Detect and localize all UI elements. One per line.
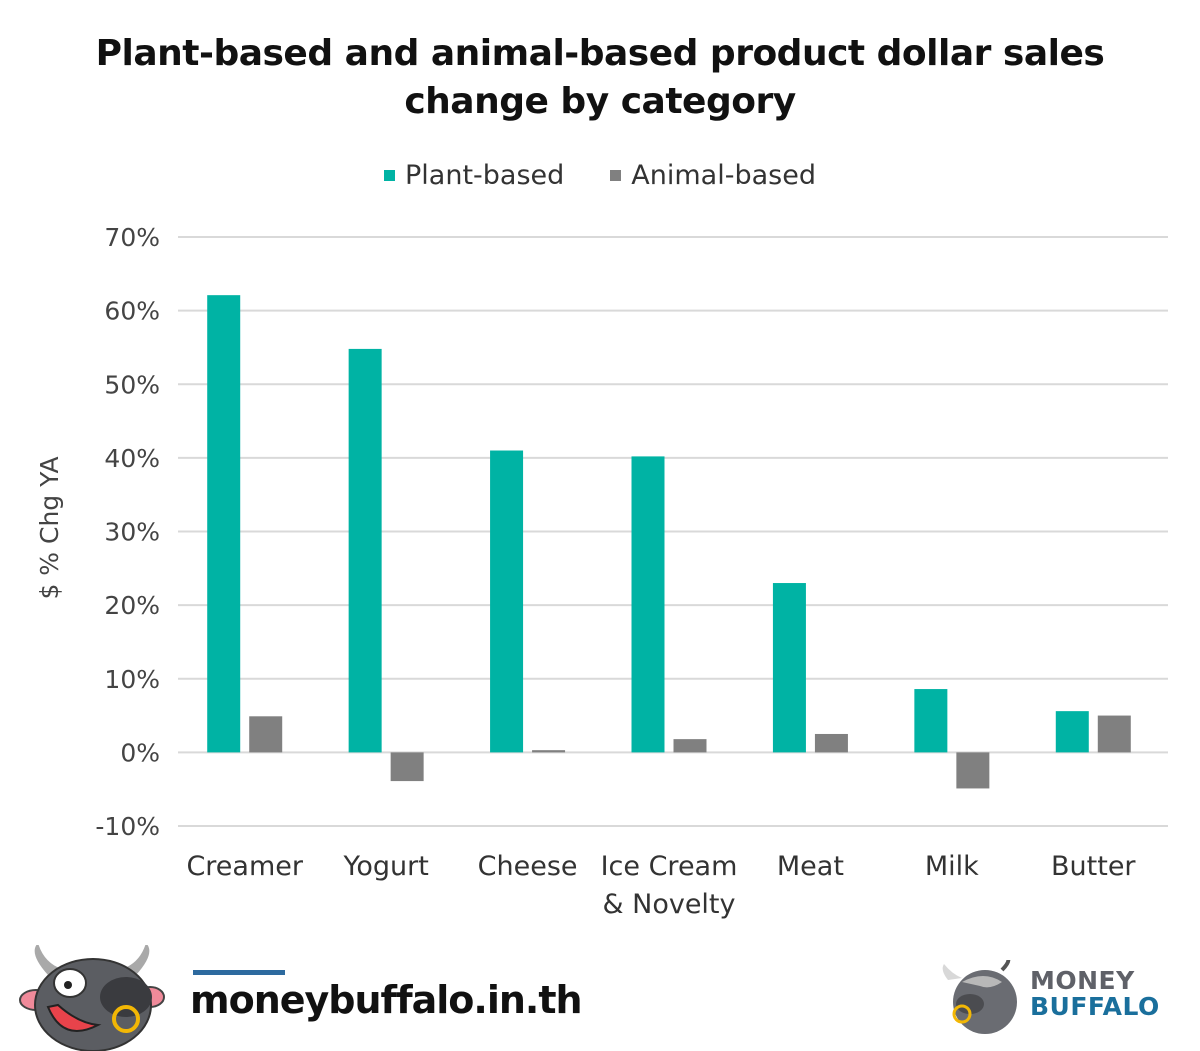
y-tick-labels: 70% 60% 50% 40% 30% 20% 10% 0% -10% [95, 223, 160, 841]
y-tick-label: 0% [120, 738, 160, 767]
x-tick-label: & Novelty [602, 889, 735, 920]
bar-chart: 70% 60% 50% 40% 30% 20% 10% 0% -10% Creamer Yogur… [35, 223, 1168, 920]
x-tick-labels: Creamer Yogurt Cheese Ice Cream & Novelty Mea… [186, 851, 1136, 920]
y-tick-label: 40% [104, 444, 160, 473]
bars [207, 295, 1131, 789]
x-tick-label: Creamer [186, 851, 303, 882]
gridlines [178, 236, 1168, 827]
bar-plant-based-meat [772, 583, 806, 753]
bar-animal-based-yogurt [390, 752, 424, 782]
x-tick-label: Cheese [478, 851, 578, 882]
x-tick-label: Milk [925, 851, 979, 882]
legend: Plant-based Animal-based [0, 160, 1200, 191]
bar-animal-based-milk [956, 752, 990, 789]
y-tick-label: 20% [104, 591, 160, 620]
y-tick-label: -10% [95, 812, 160, 841]
buffalo-mascot-icon [19, 945, 165, 1051]
y-axis-label: $ % Chg YA [35, 456, 64, 599]
legend-label-plant-based: Plant-based [405, 160, 565, 191]
bar-plant-based-butter [1055, 711, 1089, 753]
bar-plant-based-milk [914, 689, 948, 753]
bar-animal-based-creamer [249, 716, 283, 753]
legend-label-animal-based: Animal-based [631, 160, 816, 191]
footer-url[interactable]: moneybuffalo.in.th [190, 978, 583, 1022]
legend-swatch-animal-based [610, 170, 622, 181]
legend-swatch-plant-based [384, 170, 396, 181]
y-tick-label: 10% [104, 665, 160, 694]
x-tick-label: Butter [1051, 851, 1136, 882]
x-tick-label: Meat [777, 851, 844, 882]
bar-animal-based-butter [1097, 715, 1131, 753]
x-tick-label: Ice Cream [601, 851, 738, 882]
y-tick-label: 70% [104, 223, 160, 252]
chart-title-line-1: Plant-based and animal-based product dol… [95, 33, 1105, 74]
bar-plant-based-yogurt [348, 348, 382, 753]
bar-animal-based-cheese [532, 750, 566, 753]
bar-plant-based-creamer [207, 295, 241, 753]
y-tick-label: 30% [104, 518, 160, 547]
chart-title: Plant-based and animal-based product dol… [0, 30, 1200, 126]
brand-line-1: MONEY [1030, 966, 1135, 995]
footer-accent-line [193, 970, 285, 975]
x-tick-label: Yogurt [342, 851, 428, 882]
y-tick-label: 50% [104, 370, 160, 399]
bar-animal-based-ice-cream-novelty [673, 739, 707, 753]
bar-plant-based-cheese [490, 450, 524, 753]
bar-plant-based-ice-cream-novelty [631, 456, 665, 753]
chart-title-line-2: change by category [404, 81, 796, 122]
money-buffalo-logo-icon [942, 960, 1017, 1034]
brand-wordmark: MONEY BUFFALO [1030, 968, 1160, 1020]
bar-animal-based-meat [814, 733, 848, 753]
legend-item-plant-based: Plant-based [384, 160, 564, 191]
brand-line-2: BUFFALO [1030, 992, 1160, 1021]
legend-item-animal-based: Animal-based [610, 160, 816, 191]
y-tick-label: 60% [104, 297, 160, 326]
